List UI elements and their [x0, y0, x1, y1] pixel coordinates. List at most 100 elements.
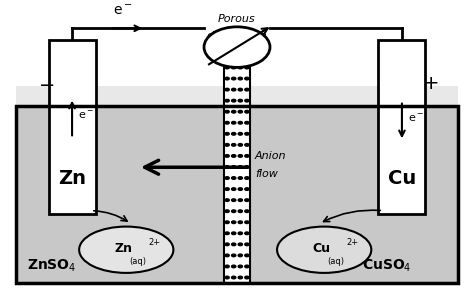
Circle shape	[225, 265, 229, 268]
Circle shape	[225, 155, 229, 157]
Circle shape	[232, 177, 236, 179]
Circle shape	[225, 188, 229, 190]
Text: (aq): (aq)	[129, 257, 146, 266]
Circle shape	[245, 265, 249, 268]
Circle shape	[238, 44, 242, 47]
Bar	[224, 40, 250, 283]
Circle shape	[232, 188, 236, 190]
Circle shape	[225, 254, 229, 257]
Circle shape	[225, 66, 229, 69]
Bar	[378, 40, 426, 213]
Circle shape	[232, 210, 236, 213]
Circle shape	[232, 133, 236, 135]
Circle shape	[225, 99, 229, 102]
Circle shape	[232, 121, 236, 124]
Text: e$^-$: e$^-$	[408, 112, 424, 124]
Text: $+$: $+$	[422, 74, 438, 93]
Circle shape	[238, 133, 242, 135]
Circle shape	[238, 166, 242, 168]
Text: Cu: Cu	[313, 242, 331, 255]
Circle shape	[245, 221, 249, 223]
Circle shape	[238, 88, 242, 91]
Circle shape	[245, 155, 249, 157]
Circle shape	[204, 27, 270, 67]
Ellipse shape	[277, 226, 371, 273]
Ellipse shape	[79, 226, 173, 273]
Circle shape	[238, 110, 242, 113]
Circle shape	[245, 188, 249, 190]
Circle shape	[238, 55, 242, 58]
Circle shape	[245, 55, 249, 58]
Circle shape	[232, 254, 236, 257]
Circle shape	[238, 177, 242, 179]
Circle shape	[225, 210, 229, 213]
Circle shape	[225, 276, 229, 279]
Text: CuSO$_4$: CuSO$_4$	[362, 258, 411, 274]
Circle shape	[232, 265, 236, 268]
Circle shape	[225, 166, 229, 168]
Circle shape	[238, 276, 242, 279]
Circle shape	[245, 66, 249, 69]
Text: Porous: Porous	[218, 14, 256, 24]
Circle shape	[245, 210, 249, 213]
Text: Cu: Cu	[388, 169, 416, 188]
Circle shape	[245, 77, 249, 80]
Circle shape	[245, 99, 249, 102]
Circle shape	[238, 121, 242, 124]
Circle shape	[232, 144, 236, 146]
Circle shape	[225, 77, 229, 80]
Bar	[16, 107, 458, 283]
Circle shape	[245, 110, 249, 113]
Circle shape	[232, 66, 236, 69]
Circle shape	[245, 121, 249, 124]
Circle shape	[232, 55, 236, 58]
Circle shape	[245, 232, 249, 235]
Circle shape	[232, 243, 236, 246]
Circle shape	[225, 243, 229, 246]
Text: Zn: Zn	[58, 169, 86, 188]
Circle shape	[245, 144, 249, 146]
Circle shape	[225, 121, 229, 124]
Circle shape	[245, 276, 249, 279]
Text: ZnSO$_4$: ZnSO$_4$	[27, 258, 77, 274]
Circle shape	[245, 243, 249, 246]
Circle shape	[238, 199, 242, 202]
Circle shape	[238, 243, 242, 246]
Text: (aq): (aq)	[328, 257, 345, 266]
Text: Anion: Anion	[255, 152, 286, 161]
Circle shape	[232, 166, 236, 168]
Circle shape	[238, 144, 242, 146]
Circle shape	[238, 232, 242, 235]
Circle shape	[232, 88, 236, 91]
Circle shape	[232, 221, 236, 223]
Circle shape	[238, 155, 242, 157]
Circle shape	[225, 110, 229, 113]
Circle shape	[232, 110, 236, 113]
Text: diaphragm: diaphragm	[207, 31, 267, 41]
Circle shape	[238, 99, 242, 102]
Circle shape	[238, 77, 242, 80]
Circle shape	[245, 88, 249, 91]
Circle shape	[225, 199, 229, 202]
Text: e$^-$: e$^-$	[78, 110, 94, 121]
Circle shape	[245, 177, 249, 179]
Circle shape	[232, 99, 236, 102]
Circle shape	[232, 199, 236, 202]
Text: $-$: $-$	[38, 74, 55, 93]
Text: 2+: 2+	[149, 238, 161, 247]
Circle shape	[238, 265, 242, 268]
Circle shape	[245, 166, 249, 168]
Circle shape	[225, 133, 229, 135]
Circle shape	[245, 44, 249, 47]
Circle shape	[245, 199, 249, 202]
Circle shape	[245, 133, 249, 135]
Circle shape	[245, 254, 249, 257]
Circle shape	[238, 210, 242, 213]
Text: Zn: Zn	[115, 242, 133, 255]
Circle shape	[232, 44, 236, 47]
Circle shape	[225, 144, 229, 146]
Text: e$^-$: e$^-$	[113, 4, 133, 18]
Circle shape	[225, 88, 229, 91]
Circle shape	[225, 44, 229, 47]
Circle shape	[225, 221, 229, 223]
